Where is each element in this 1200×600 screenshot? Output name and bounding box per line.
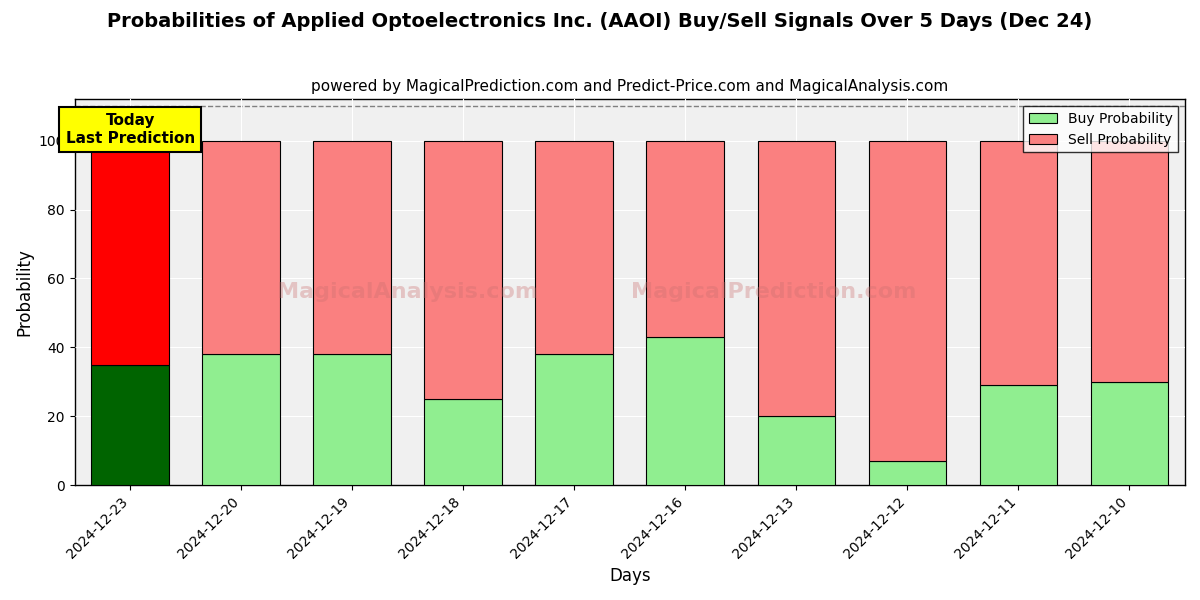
- Bar: [91, 140, 169, 365]
- Bar: [757, 416, 835, 485]
- X-axis label: Days: Days: [610, 567, 650, 585]
- Bar: [1091, 140, 1169, 382]
- Bar: [1091, 382, 1169, 485]
- Text: Probabilities of Applied Optoelectronics Inc. (AAOI) Buy/Sell Signals Over 5 Day: Probabilities of Applied Optoelectronics…: [107, 12, 1093, 31]
- Bar: [979, 140, 1057, 385]
- Title: powered by MagicalPrediction.com and Predict-Price.com and MagicalAnalysis.com: powered by MagicalPrediction.com and Pre…: [311, 79, 948, 94]
- Bar: [203, 140, 280, 354]
- Bar: [313, 140, 391, 354]
- Bar: [535, 140, 613, 354]
- Bar: [869, 140, 947, 461]
- Text: MagicalPrediction.com: MagicalPrediction.com: [631, 282, 917, 302]
- Bar: [647, 140, 725, 337]
- Bar: [91, 365, 169, 485]
- Legend: Buy Probability, Sell Probability: Buy Probability, Sell Probability: [1024, 106, 1178, 152]
- Bar: [979, 385, 1057, 485]
- Bar: [647, 337, 725, 485]
- Bar: [425, 399, 502, 485]
- Text: Today
Last Prediction: Today Last Prediction: [66, 113, 194, 146]
- Text: MagicalAnalysis.com: MagicalAnalysis.com: [277, 282, 539, 302]
- Bar: [869, 461, 947, 485]
- Bar: [425, 140, 502, 399]
- Y-axis label: Probability: Probability: [16, 248, 34, 336]
- Bar: [757, 140, 835, 416]
- Bar: [203, 354, 280, 485]
- Bar: [535, 354, 613, 485]
- Bar: [313, 354, 391, 485]
